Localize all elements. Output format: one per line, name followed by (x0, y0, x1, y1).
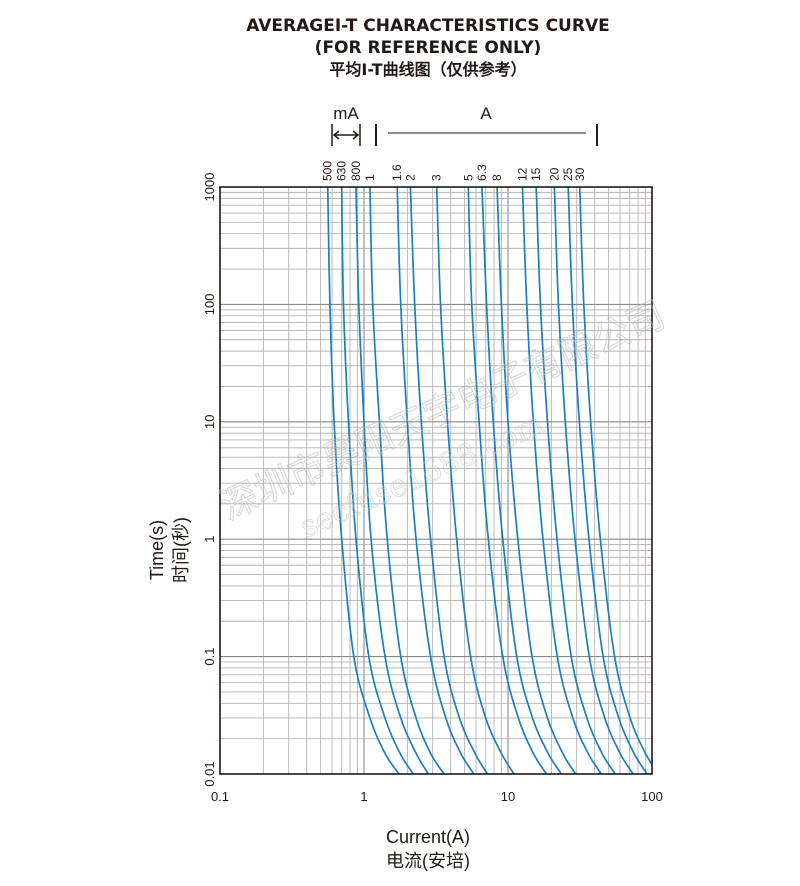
x-axis-title-cn: 电流(安培) (386, 851, 470, 871)
curves (326, 187, 652, 774)
range-label-a: A (480, 104, 492, 123)
range-bracket (331, 124, 598, 146)
rating-label-1.6: 1.6 (390, 164, 404, 181)
rating-label-800: 800 (349, 161, 363, 181)
y-tick-label: 100 (202, 294, 217, 316)
y-tick-label: 0.1 (202, 648, 217, 666)
curve-800 (355, 187, 430, 774)
rating-label-5: 5 (461, 174, 475, 181)
curve-12 (521, 187, 603, 774)
curve-15 (535, 187, 616, 774)
y-tick-label: 0.01 (202, 761, 217, 786)
curve-2 (409, 187, 489, 774)
rating-label-8: 8 (490, 174, 504, 181)
rating-label-2: 2 (403, 174, 417, 181)
curve-30 (578, 187, 652, 767)
chart-title-line-1: AVERAGEI-T CHARACTERISTICS CURVE (246, 16, 609, 36)
curve-20 (553, 187, 634, 774)
rating-label-6.3: 6.3 (475, 164, 489, 181)
range-label-ma: mA (333, 104, 359, 123)
rating-label-3: 3 (430, 174, 444, 181)
rating-label-15: 15 (529, 167, 543, 181)
x-axis-title: Current(A) (386, 827, 470, 847)
watermark-company: 深圳市昊阳天宇电子有限公司 (214, 293, 671, 528)
y-tick-label: 10 (202, 415, 217, 429)
curve-3 (435, 187, 515, 774)
curve-500 (326, 187, 400, 774)
x-tick-labels: 0.1 1 10 100 (211, 789, 663, 804)
curve-630 (340, 187, 415, 774)
rating-label-1: 1 (363, 174, 377, 181)
rating-label-12: 12 (516, 167, 530, 181)
rating-label-630: 630 (335, 161, 349, 181)
curve-6.3 (481, 187, 563, 774)
curve-8 (496, 187, 577, 774)
rating-label-20: 20 (547, 167, 561, 181)
plot-frame (219, 186, 653, 775)
rating-label-25: 25 (561, 167, 575, 181)
y-tick-labels: 0.01 0.1 1 10 100 1000 (202, 173, 217, 787)
curve-25 (567, 187, 648, 774)
curve-5 (467, 187, 548, 774)
curve-1 (369, 187, 445, 774)
rating-label-500: 500 (321, 161, 335, 181)
grid (219, 187, 652, 775)
chart-title-line-2: (FOR REFERENCE ONLY) (315, 38, 542, 58)
rating-label-30: 30 (573, 167, 587, 181)
x-tick-label: 0.1 (211, 789, 229, 804)
y-axis-title: Time(s) (147, 520, 167, 580)
y-axis-title-cn: 时间(秒) (171, 517, 191, 583)
curve-1.6 (396, 187, 475, 774)
y-tick-label: 1000 (202, 173, 217, 202)
x-tick-label: 100 (641, 789, 663, 804)
y-tick-label: 1 (202, 536, 217, 543)
x-tick-label: 1 (360, 789, 367, 804)
x-tick-label: 10 (501, 789, 515, 804)
chart-title-line-3: 平均I-T曲线图（仅供参考） (329, 60, 526, 79)
